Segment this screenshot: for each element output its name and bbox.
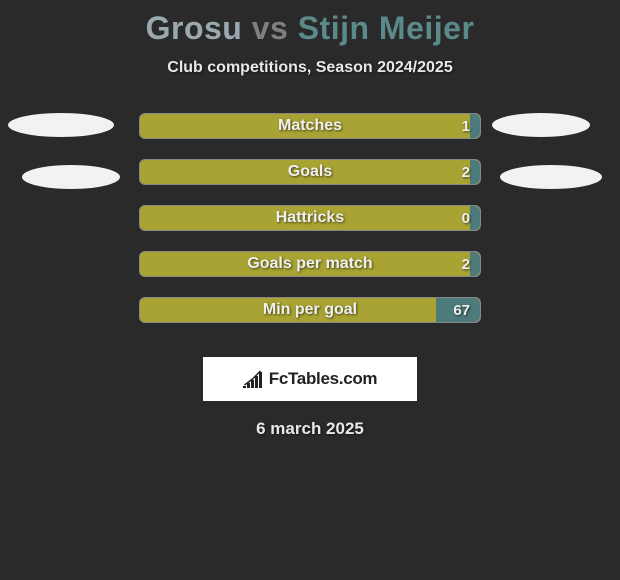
stat-bar-fill	[470, 206, 480, 230]
stat-bar: Hattricks 0	[139, 205, 481, 231]
stat-bar-fill	[470, 160, 480, 184]
stat-row: Goals per match 2	[0, 251, 620, 277]
logo-text: FcTables.com	[269, 369, 378, 389]
comparison-card: Grosu vs Stijn Meijer Club competitions,…	[0, 0, 620, 439]
stats-rows: Matches 1 Goals 2 Hattricks 0 Goals per match 2…	[0, 113, 620, 323]
stat-value: 2	[462, 164, 470, 181]
page-title: Grosu vs Stijn Meijer	[146, 10, 475, 47]
stat-row: Hattricks 0	[0, 205, 620, 231]
stat-row: Min per goal 67	[0, 297, 620, 323]
stat-row: Matches 1	[0, 113, 620, 139]
stat-bar-fill	[470, 114, 480, 138]
stat-label: Goals per match	[247, 255, 372, 273]
stat-value: 1	[462, 118, 470, 135]
stat-bar: Matches 1	[139, 113, 481, 139]
stat-bar-fill	[470, 252, 480, 276]
stat-bar: Goals 2	[139, 159, 481, 185]
stat-bar: Goals per match 2	[139, 251, 481, 277]
logo-box: FcTables.com	[203, 357, 417, 401]
stats-area: Matches 1 Goals 2 Hattricks 0 Goals per match 2…	[0, 113, 620, 343]
player1-name: Grosu	[146, 10, 243, 46]
barchart-icon	[243, 370, 265, 388]
stat-value: 2	[462, 256, 470, 273]
stat-row: Goals 2	[0, 159, 620, 185]
player2-name: Stijn Meijer	[298, 10, 475, 46]
stat-label: Matches	[278, 117, 342, 135]
stat-label: Min per goal	[263, 301, 357, 319]
stat-value: 67	[453, 302, 470, 319]
subtitle: Club competitions, Season 2024/2025	[167, 59, 452, 77]
stat-label: Hattricks	[276, 209, 344, 227]
stat-value: 0	[462, 210, 470, 227]
stat-label: Goals	[288, 163, 332, 181]
date-text: 6 march 2025	[256, 419, 364, 439]
stat-bar: Min per goal 67	[139, 297, 481, 323]
vs-text: vs	[252, 10, 289, 46]
